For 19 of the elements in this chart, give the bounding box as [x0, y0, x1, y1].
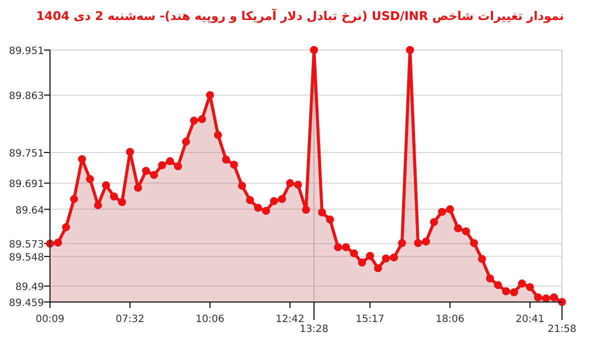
y-tick-label: 89.751 — [9, 148, 44, 160]
y-tick-label: 89.459 — [9, 298, 44, 309]
y-tick-label: 89.548 — [9, 252, 44, 264]
x-tick-label: 07:32 — [116, 314, 144, 325]
x-tick-label: 00:09 — [36, 314, 64, 325]
y-tick-label: 89.64 — [15, 205, 44, 216]
x-tick-label: 21:58 — [548, 324, 576, 335]
x-tick-label: 15:17 — [356, 314, 384, 325]
y-tick-label: 89.573 — [9, 240, 44, 251]
x-tick-label: 20:41 — [516, 314, 544, 325]
y-tick-label: 89.863 — [9, 91, 44, 102]
y-tick-label: 89.951 — [9, 46, 44, 57]
x-tick-label: 10:06 — [196, 314, 224, 325]
x-tick-label: 18:06 — [436, 314, 464, 325]
y-tick-label: 89.49 — [15, 282, 44, 294]
y-tick-label: 89.691 — [9, 179, 44, 190]
x-tick-label: 12:42 — [276, 314, 304, 325]
chart-title: نمودار تغییرات شاخص USD/INR (نرخ تبادل دلار آمریکا و روپیه هند)- سه‌شنبه 2 دی 1404 — [36, 8, 564, 23]
x-tick-label: 13:28 — [300, 324, 328, 335]
